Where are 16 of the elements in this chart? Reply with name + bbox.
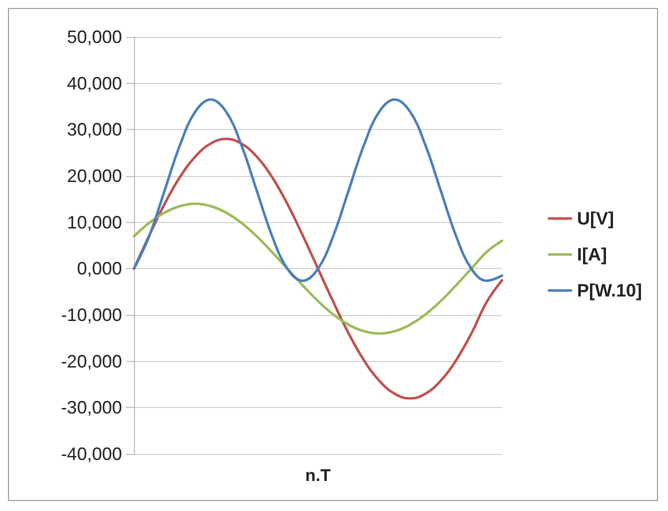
x-axis-title: n.T <box>305 466 332 485</box>
line-series <box>132 202 504 335</box>
legend-label: I[A] <box>576 244 607 264</box>
y-tick-label: 50,000 <box>66 27 122 47</box>
y-tick-label: 20,000 <box>66 166 122 186</box>
y-tick-label: 10,000 <box>66 212 122 232</box>
y-tick-label: 0,000 <box>76 258 122 279</box>
legend-label: U[V] <box>576 208 614 228</box>
y-tick-label: -30,000 <box>60 398 122 418</box>
y-tick-label: 40,000 <box>66 73 122 94</box>
y-tick-label: -10,000 <box>60 305 122 325</box>
legend-label: P[W.10] <box>576 280 642 300</box>
y-tick-label: -20,000 <box>60 351 122 372</box>
y-tick-label: -40,000 <box>60 444 122 464</box>
y-tick-label: 30,000 <box>66 120 122 140</box>
line-series <box>132 98 504 282</box>
